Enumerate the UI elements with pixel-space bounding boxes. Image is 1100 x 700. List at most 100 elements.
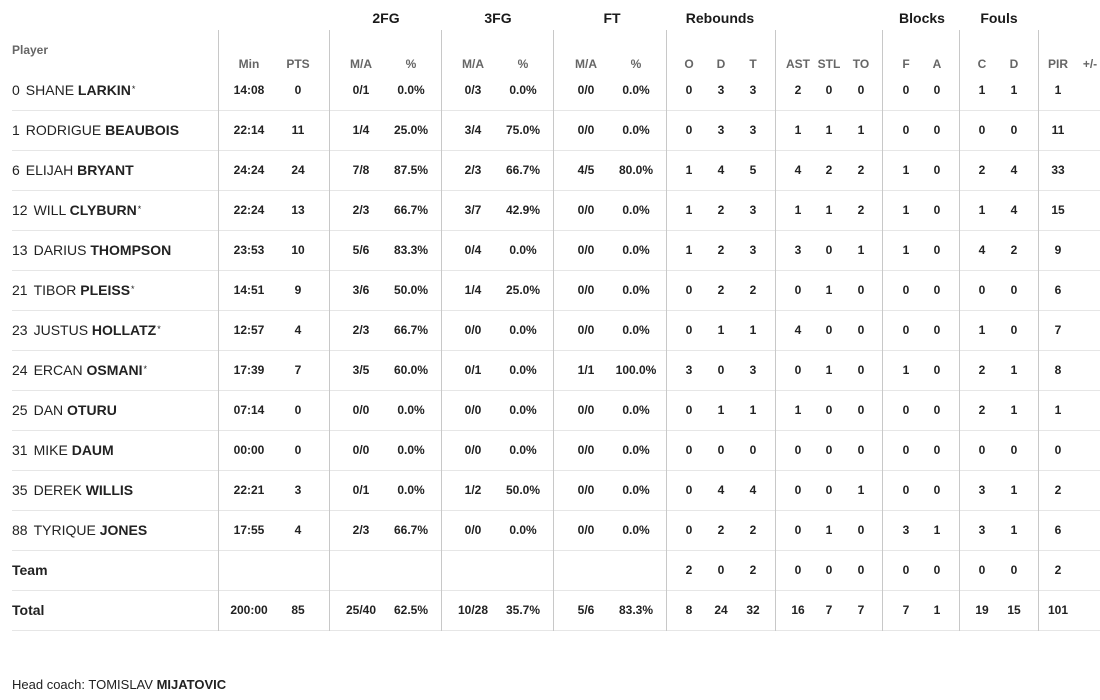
cell-ba: 0 [933,163,941,177]
cell-pm [1078,350,1100,390]
cell-pir: 1 [1054,83,1062,97]
row-divider [12,470,1100,471]
player-name[interactable]: 24 Ercan Osmani* [12,350,147,390]
player-number: 23 [12,322,28,338]
cell-pm [1078,190,1100,230]
player-last-name: Clyburn [69,202,137,218]
cell-ft-ma: 0/0 [577,523,595,537]
cell-pts: 0 [294,443,302,457]
player-name[interactable]: 23 Justus Hollatz* [12,310,161,350]
cell-ast: 4 [794,323,802,337]
header-o: O [684,57,694,71]
player-name[interactable]: 31 Mike Daum [12,430,115,470]
player-first-name: Tyrique [33,522,96,538]
cell-fg2-pct: 0.0% [397,83,425,97]
player-name[interactable]: 0 Shane Larkin* [12,70,135,110]
cell-o: 0 [685,443,693,457]
cell-ast: 0 [794,443,802,457]
cell-fg2-ma: 3/6 [352,283,370,297]
player-number: 0 [12,82,20,98]
row-divider [12,430,1100,431]
cell-stl: 0 [825,483,833,497]
column-divider [1038,30,1039,631]
cell-fg3-pct: 0.0% [509,523,537,537]
cell-t: 0 [749,443,757,457]
cell-d: 0 [717,443,725,457]
row-divider [12,150,1100,151]
cell-t: 3 [749,363,757,377]
player-name[interactable]: 35 Derek Willis [12,470,134,510]
player-last-name: Thompson [90,242,172,258]
player-first-name: Tibor [33,282,77,298]
row-divider [12,630,1100,631]
cell-ast: 3 [794,243,802,257]
cell-pir: 6 [1054,523,1062,537]
player-name[interactable]: 12 Will Clyburn* [12,190,141,230]
cell-fc: 0 [978,563,986,577]
player-last-name: Oturu [67,402,117,418]
cell-fg3-ma: 1/4 [464,283,482,297]
column-divider [959,30,960,631]
cell-pir: 2 [1054,563,1062,577]
cell-fg2-ma: 25/40 [345,603,377,617]
cell-fc: 3 [978,483,986,497]
cell-min: 14:51 [233,283,265,297]
cell-ft-ma: 5/6 [577,603,595,617]
cell-ft-pct: 0.0% [622,483,650,497]
cell-fg3-ma: 1/2 [464,483,482,497]
header-fd: D [1009,57,1019,71]
cell-ba: 1 [933,523,941,537]
cell-t: 3 [749,203,757,217]
cell-fc: 1 [978,203,986,217]
column-divider [553,30,554,631]
player-name[interactable]: 13 Darius Thompson [12,230,172,270]
header-fg2-ma: M/A [350,57,372,71]
cell-pts: 4 [294,523,302,537]
player-name[interactable]: 88 Tyrique Jones [12,510,148,550]
group-fouls: Fouls [980,10,1018,26]
cell-t: 3 [749,123,757,137]
cell-fg2-pct: 83.3% [393,243,429,257]
cell-ft-pct: 0.0% [622,443,650,457]
cell-ft-ma: 0/0 [577,203,595,217]
cell-d: 0 [717,363,725,377]
row-divider [12,110,1100,111]
cell-ft-pct: 0.0% [622,323,650,337]
cell-to: 0 [857,83,865,97]
cell-fc: 4 [978,243,986,257]
player-first-name: Rodrigue [25,122,102,138]
cell-min: 22:21 [233,483,265,497]
cell-to: 7 [857,603,865,617]
player-name[interactable]: 21 Tibor Pleiss* [12,270,135,310]
total-label: Total [12,602,45,618]
cell-bf: 1 [902,163,910,177]
cell-pts: 85 [291,603,305,617]
cell-fd: 0 [1010,323,1018,337]
player-name[interactable]: 25 Dan Oturu [12,390,118,430]
cell-fg2-ma: 2/3 [352,323,370,337]
cell-pir: 6 [1054,283,1062,297]
header-min: Min [238,57,260,71]
cell-pts: 0 [294,403,302,417]
cell-ft-pct: 0.0% [622,283,650,297]
cell-fg3-ma: 0/0 [464,323,482,337]
cell-d: 2 [717,523,725,537]
cell-fg2-ma: 5/6 [352,243,370,257]
player-number: 88 [12,522,28,538]
player-name[interactable]: 1 Rodrigue Beaubois [12,110,180,150]
column-divider [218,30,219,631]
cell-fg2-pct: 0.0% [397,483,425,497]
starter-mark: * [143,364,147,374]
cell-to: 0 [857,323,865,337]
cell-to: 0 [857,363,865,377]
cell-t: 1 [749,403,757,417]
player-first-name: Will [33,202,66,218]
cell-fg2-ma [336,550,386,590]
cell-fc: 1 [978,323,986,337]
player-last-name: Osmani [86,362,143,378]
player-name[interactable]: 6 Elijah Bryant [12,150,135,190]
cell-ba: 0 [933,243,941,257]
cell-to: 1 [857,243,865,257]
cell-fg3-ma: 2/3 [464,163,482,177]
cell-fg3-pct: 50.0% [505,483,541,497]
